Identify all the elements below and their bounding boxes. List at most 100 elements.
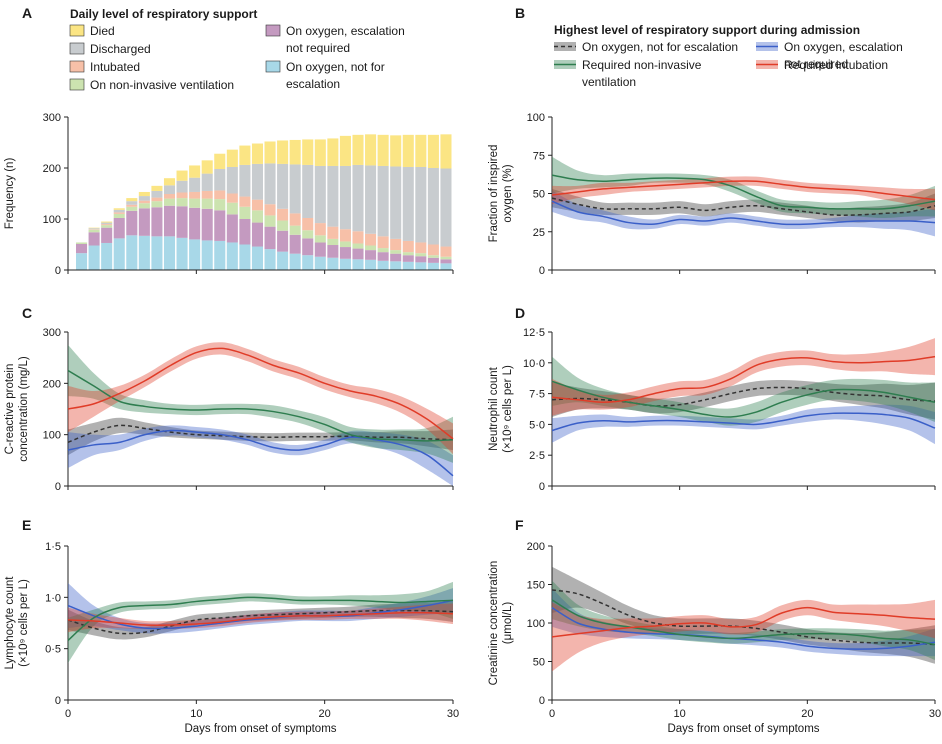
bar-segment xyxy=(327,138,339,166)
bar-segment xyxy=(415,262,427,270)
bar-segment xyxy=(365,134,377,166)
bar-segment xyxy=(101,227,113,243)
series-line xyxy=(67,424,454,444)
series-line xyxy=(67,599,454,630)
bar-segment xyxy=(226,149,238,167)
bar-segment xyxy=(176,170,188,181)
bar-segment xyxy=(377,260,389,270)
y-tick-label: 12·5 xyxy=(523,327,545,339)
bar-segment xyxy=(113,209,125,213)
bar-segment xyxy=(239,145,251,165)
y-axis-label-line: Fraction of inspired xyxy=(488,145,500,243)
panel-f: F 0 50 100 150 200 0 10 20 30 Days from onset of s… xyxy=(488,517,941,735)
x-tick-label: 20 xyxy=(319,708,331,720)
panel-label: B xyxy=(515,5,525,21)
bar-segment xyxy=(201,190,213,199)
y-tick-label: 300 xyxy=(43,112,61,124)
bar-segment xyxy=(189,191,201,199)
panel-a: A 0 100 200 300 Frequency (n) Daily level of r… xyxy=(4,5,454,277)
bar-segment xyxy=(327,257,339,270)
confidence-band xyxy=(552,156,935,218)
bar-segment xyxy=(251,143,263,164)
bar-segment xyxy=(339,135,351,166)
bar-segment xyxy=(176,237,188,270)
bar-segment xyxy=(201,240,213,270)
bar-segment xyxy=(277,251,289,270)
bar-segment xyxy=(390,238,402,251)
y-axis-label-line: (×10⁹ cells per L) xyxy=(18,579,30,667)
bar-segment xyxy=(365,250,377,260)
bar-segment xyxy=(390,261,402,270)
bar-segment xyxy=(314,242,326,257)
panel-e: E 0 0·5 1·0 1·5 0 10 20 30 Days from onset of sym… xyxy=(4,517,459,735)
y-tick-label: 1·5 xyxy=(45,541,61,553)
bar-segment xyxy=(138,208,150,236)
y-tick-label: 0 xyxy=(539,265,545,277)
series-line xyxy=(551,606,936,650)
bar-segment xyxy=(427,134,439,168)
bar-segment xyxy=(239,164,251,197)
bar-segment xyxy=(314,235,326,243)
bar-segment xyxy=(214,169,226,191)
y-tick-label: 0 xyxy=(55,265,61,277)
bar-segment xyxy=(352,243,364,249)
bar-segment xyxy=(352,248,364,260)
bar-segment xyxy=(427,255,439,258)
bar-segment xyxy=(289,225,301,235)
bar-segment xyxy=(302,139,314,165)
x-tick-label: 0 xyxy=(65,708,71,720)
legend-label: Discharged xyxy=(90,42,151,56)
panel-label: E xyxy=(22,517,31,533)
bar-segment xyxy=(151,197,163,202)
bar-segment xyxy=(189,165,201,178)
y-tick-label: 50 xyxy=(533,189,545,201)
bar-segment xyxy=(302,217,314,231)
legend-label-cont: not required xyxy=(784,57,848,71)
bar-segment xyxy=(302,230,314,239)
y-tick-label: 0 xyxy=(55,695,61,707)
bar-segment xyxy=(427,262,439,270)
bar-segment xyxy=(88,245,100,270)
bar-segment xyxy=(76,243,88,254)
x-tick-label: 30 xyxy=(447,708,459,720)
bar-segment xyxy=(88,229,100,230)
y-tick-label: 2·5 xyxy=(529,450,545,462)
panel-c: C 0 100 200 300 C-reactive protein concentrati… xyxy=(4,305,454,493)
bar-segment xyxy=(88,227,100,229)
bar-segment xyxy=(126,235,138,270)
y-tick-label: 50 xyxy=(533,657,545,669)
confidence-band xyxy=(68,581,453,664)
bar-segment xyxy=(251,222,263,247)
bar-segment xyxy=(277,208,289,221)
bar-segment xyxy=(440,134,452,169)
bar-segment xyxy=(277,230,289,252)
confidence-band xyxy=(552,188,935,223)
bar-segment xyxy=(415,256,427,263)
bar-segment xyxy=(151,236,163,270)
bar-segment xyxy=(415,166,427,243)
legend-label: Died xyxy=(90,24,115,38)
legend-label-cont: ventilation xyxy=(582,75,636,89)
bar-segment xyxy=(377,165,389,237)
bar-segment xyxy=(126,201,138,205)
bar-segment xyxy=(214,199,226,211)
bar-segment xyxy=(440,246,452,257)
bar-segment xyxy=(339,165,351,230)
x-tick-label: 30 xyxy=(929,708,941,720)
legend-title: Highest level of respiratory support dur… xyxy=(554,23,860,37)
series-line xyxy=(67,347,454,440)
bar-segment xyxy=(239,206,251,219)
confidence-band xyxy=(68,582,453,634)
bar-segment xyxy=(314,165,326,224)
x-axis-label: Days from onset of symptoms xyxy=(184,723,336,735)
bar-segment xyxy=(214,210,226,241)
bar-segment xyxy=(126,206,138,211)
bar-segment xyxy=(377,134,389,166)
series-line xyxy=(551,197,936,216)
bar-segment xyxy=(113,238,125,270)
bar-segment xyxy=(138,196,150,201)
y-axis-label: Frequency (n) xyxy=(4,158,16,230)
confidence-band xyxy=(552,338,935,416)
bar-segment xyxy=(138,191,150,197)
